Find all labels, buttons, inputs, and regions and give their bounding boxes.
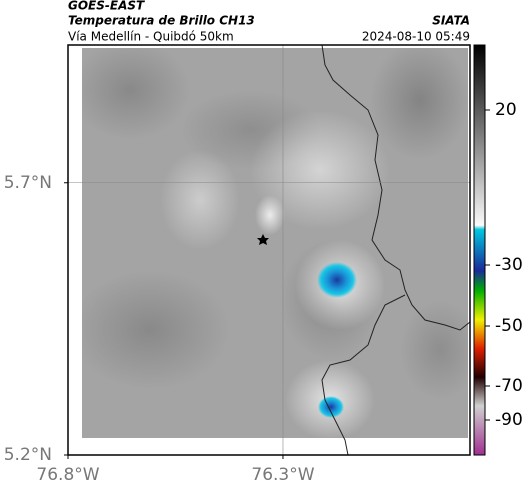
colorbar-label: -70	[495, 376, 523, 396]
colorbar-label: 20	[495, 100, 517, 120]
city-marker	[257, 234, 269, 245]
colorbar-label: -90	[495, 410, 523, 430]
colorbar	[473, 44, 486, 456]
timestamp: 2024-08-10 05:49	[362, 30, 470, 44]
title: Temperatura de Brillo CH13	[68, 14, 255, 28]
satellite-image	[82, 48, 468, 438]
source: GOES-EAST	[68, 0, 145, 13]
subtitle: Vía Medellín - Quibdó 50km	[68, 30, 234, 44]
borders	[321, 44, 471, 456]
y-tick-label: 5.7°N	[4, 173, 52, 193]
x-tick-label: 76.3°W	[251, 465, 314, 485]
colorbar-label: -30	[495, 255, 523, 275]
colorbar-label: -50	[495, 316, 523, 336]
y-tick-label: 5.2°N	[4, 445, 52, 465]
x-tick-label: 76.8°W	[36, 465, 99, 485]
agency: SIATA	[432, 14, 470, 28]
map-frame	[67, 44, 471, 456]
